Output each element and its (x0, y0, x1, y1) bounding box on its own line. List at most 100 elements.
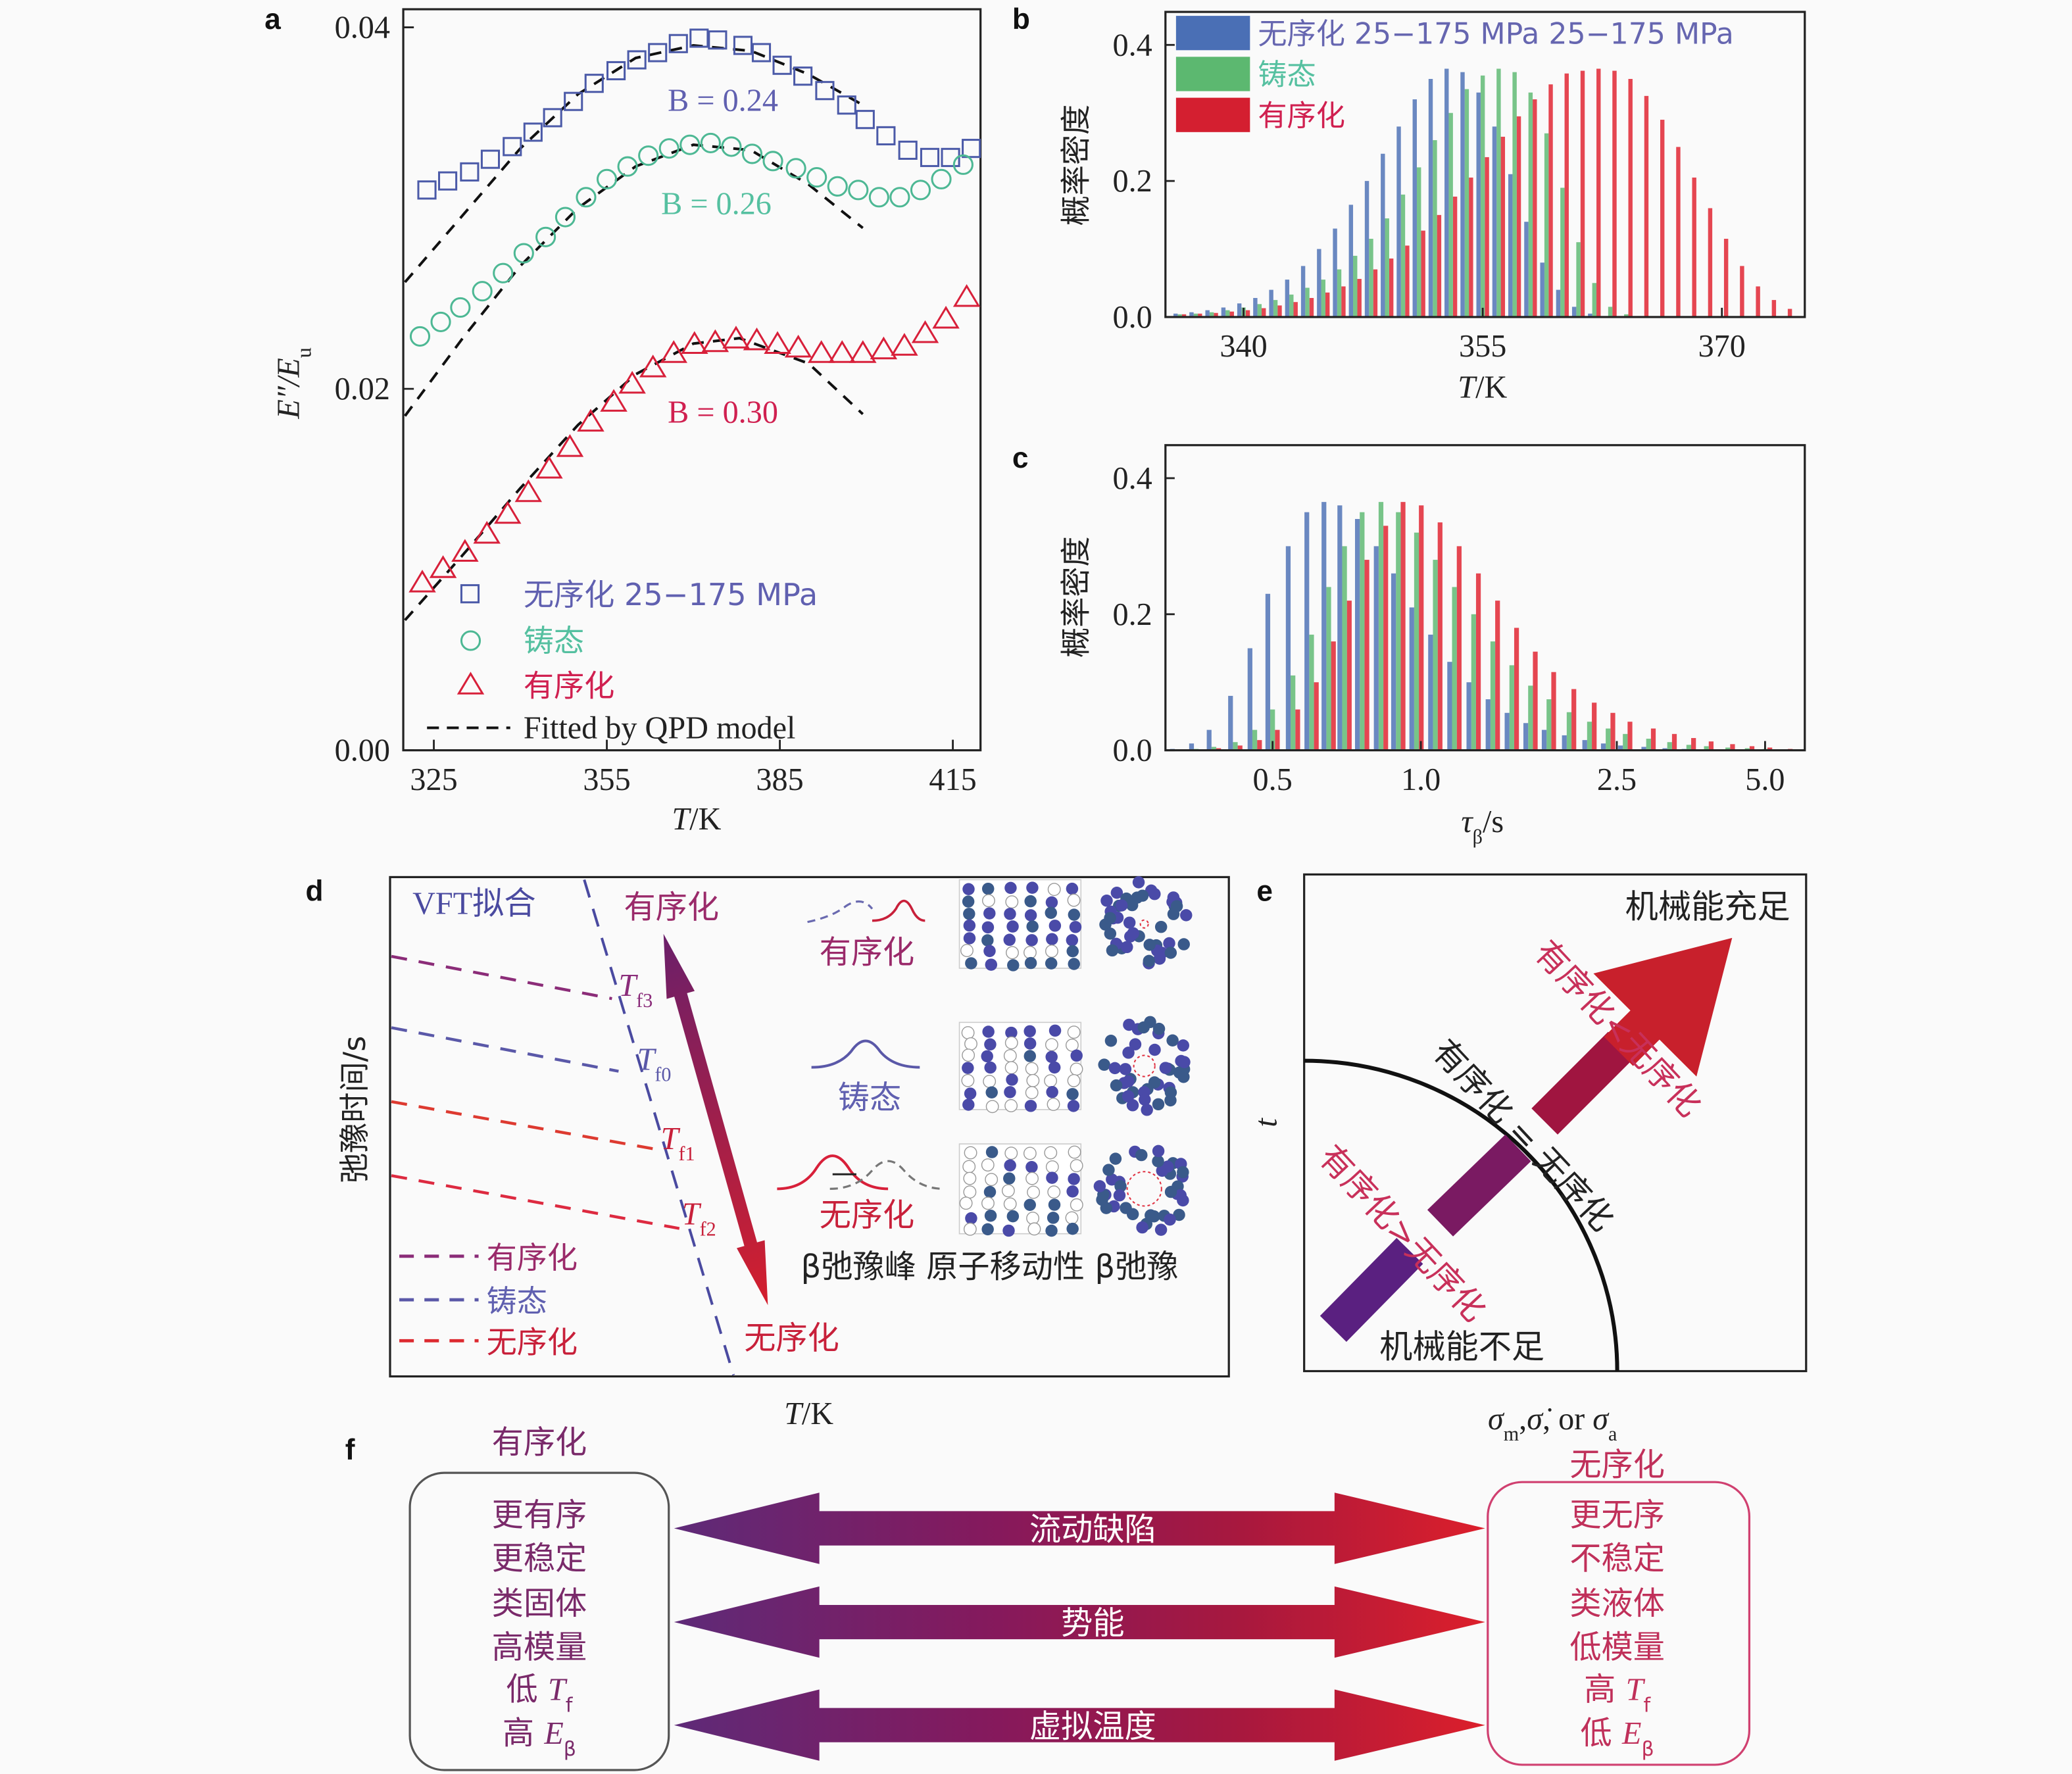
histogram-bar (1437, 214, 1442, 317)
histogram-bar (1262, 308, 1266, 317)
atom (984, 1061, 997, 1074)
atom (959, 1196, 973, 1210)
triangle-data-point (494, 501, 522, 524)
square-data-point (460, 162, 480, 182)
cluster-atom (1106, 944, 1119, 957)
x-tick-label: 370 (1698, 329, 1746, 364)
atom (1025, 934, 1038, 947)
histogram-bar (1749, 746, 1755, 751)
atom (1003, 1049, 1017, 1063)
property-prefix: 高 (503, 1715, 545, 1752)
atom-configuration-box (958, 879, 1082, 969)
disordered-property-4: 高 Tf (1584, 1671, 1651, 1717)
double-arrow-2 (674, 1689, 1485, 1761)
triangle-data-point (828, 340, 856, 363)
histogram-bar (1448, 112, 1453, 317)
histogram-bar (1317, 249, 1321, 317)
y-tick-label: 0.02 (335, 372, 390, 407)
histogram-bar (1325, 292, 1330, 317)
histogram-bar (1587, 722, 1592, 751)
cluster-atom (1104, 927, 1117, 940)
atom (981, 1050, 993, 1063)
cluster-atom (1122, 1090, 1135, 1102)
atom (1045, 906, 1057, 919)
cluster-atom (1164, 947, 1177, 959)
cluster-atom (1154, 1223, 1168, 1236)
circle-data-point (576, 187, 597, 208)
cluster-atom (1173, 1208, 1185, 1221)
circle-data-point (889, 187, 910, 208)
histogram-bar (1247, 648, 1252, 751)
panel-a-chart: 325 355 385 415 0.00 0.02 0.04 B = 0.24 B = 0.… (271, 8, 982, 837)
ordered-property-0: 更有序 (492, 1496, 587, 1533)
atom (1068, 1173, 1080, 1185)
tf3-sub: f3 (636, 989, 653, 1012)
histogram-bar (1624, 314, 1629, 317)
histogram-bar (1337, 269, 1342, 317)
atom (1024, 956, 1037, 970)
histogram-bar (1592, 283, 1597, 317)
atom (1070, 1159, 1083, 1173)
histogram-bar (1285, 546, 1291, 751)
square-data-point (876, 126, 896, 145)
data-marks (404, 28, 981, 622)
x-axis-label-symbol: T (1458, 370, 1477, 405)
histogram-bar (1676, 147, 1681, 317)
y-tick-label: 0.4 (1112, 461, 1152, 496)
histogram-bar (1730, 744, 1735, 751)
histogram-bar (1476, 92, 1481, 317)
atom (962, 895, 975, 908)
atom (1048, 920, 1062, 932)
legend-label-ordered: 有序化 (1258, 99, 1345, 133)
tf1-label: Tf1 (661, 1121, 695, 1165)
circle-data-point (617, 156, 638, 177)
square-data-point (689, 28, 709, 48)
histogram-bar (1562, 735, 1567, 751)
circle-data-point (658, 138, 679, 159)
triangle-data-point (870, 336, 898, 360)
cluster-atom (1148, 887, 1161, 900)
atom (1026, 1073, 1040, 1087)
histogram-bar (1523, 723, 1529, 751)
row-label-disordered: 无序化 (820, 1197, 915, 1234)
atom (1048, 1061, 1061, 1074)
property-symbol: E (543, 1716, 563, 1751)
double-arrow-1 (674, 1586, 1485, 1658)
atom (1006, 1073, 1018, 1086)
atom (1067, 1100, 1080, 1112)
ordered-peak-curve (872, 899, 925, 922)
circle-data-point (450, 297, 471, 318)
cluster-atom (1122, 1075, 1135, 1088)
histogram-bar (1612, 70, 1617, 317)
atom (985, 1173, 999, 1187)
property-sub: β (564, 1737, 576, 1760)
atom (961, 1026, 975, 1040)
atom (985, 958, 998, 971)
disordered-properties-box (1487, 1481, 1751, 1766)
triangle-data-point (451, 539, 479, 562)
ordered-top-label: 有序化 (624, 889, 719, 926)
atom (1004, 1159, 1016, 1171)
histogram-bar (1592, 702, 1597, 751)
atom (1026, 920, 1039, 933)
histogram-bar (1305, 287, 1310, 317)
property-sub: β (1641, 1737, 1654, 1760)
atom (982, 894, 995, 908)
square-data-point (962, 139, 981, 159)
atom (1004, 1061, 1018, 1075)
histogram-bar (1396, 126, 1401, 317)
cluster-atom (1137, 1021, 1150, 1034)
disordered-dashed-line-1 (391, 1100, 656, 1151)
histogram-bar (1480, 75, 1485, 317)
cluster-atom (1096, 1193, 1108, 1206)
histogram-bar (1608, 307, 1613, 317)
atom (1066, 1185, 1079, 1198)
atom (983, 1185, 997, 1198)
legend-label-disordered: 无序化 25−175 MPa (524, 577, 818, 612)
triangle-data-point (535, 456, 563, 479)
histogram-bar (1277, 305, 1282, 317)
ordered-shift-curve-dashed (807, 900, 874, 924)
histogram-bar (1452, 196, 1458, 317)
